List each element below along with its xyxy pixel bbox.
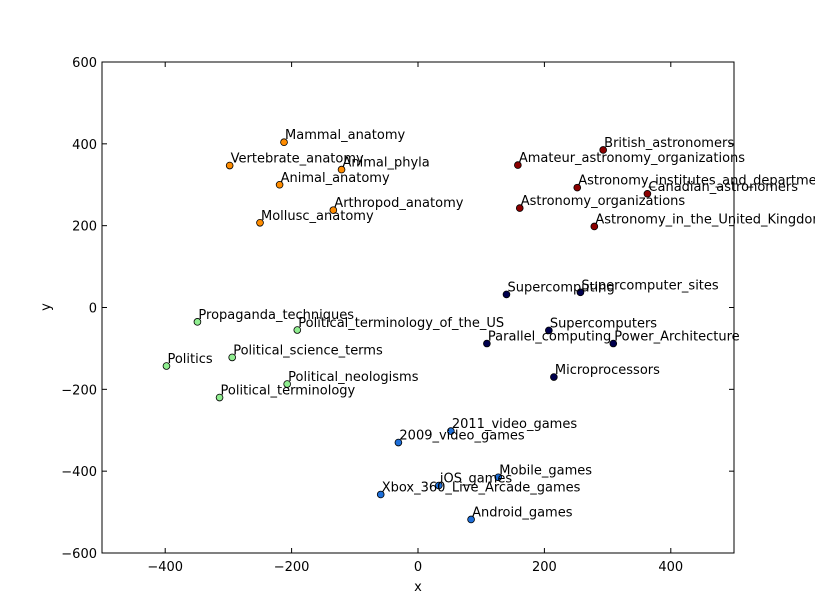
data-point-label: iOS_games [440, 471, 512, 486]
data-point-label: Power_Architecture [614, 330, 739, 345]
data-point-label: Political_terminology [221, 384, 356, 399]
x-tick-label: 400 [658, 560, 683, 575]
data-point-label: Political_terminology_of_the_US [298, 316, 504, 331]
data-point [515, 204, 524, 212]
y-tick-label: −600 [61, 547, 97, 562]
y-tick-label: 200 [72, 220, 97, 235]
data-point [215, 393, 224, 402]
x-tick-label: −200 [274, 560, 310, 575]
data-point-label: Mobile_games [499, 463, 592, 478]
data-point [162, 362, 171, 370]
data-point-label: Animal_anatomy [281, 171, 390, 186]
x-tick-label: 0 [414, 560, 422, 575]
data-point [283, 380, 291, 388]
y-axis: −600 −400 −200 0 200 400 600 [61, 56, 734, 562]
data-point [256, 219, 264, 227]
y-tick-label: −200 [61, 383, 97, 398]
data-point-label: Astronomy_institutes_and_departments [578, 174, 815, 189]
data-point [609, 339, 618, 348]
data-point [643, 189, 652, 198]
data-point-label: Supercomputer_sites [581, 278, 718, 293]
data-point [293, 326, 302, 334]
x-axis-label: x [414, 580, 422, 595]
data-point [193, 318, 202, 326]
data-point [394, 438, 403, 447]
data-point [435, 481, 443, 490]
data-point-label: Supercomputers [550, 316, 657, 331]
data-point-label: Propaganda_techniques [198, 308, 354, 323]
data-point-label: Canadian_astronomers [648, 180, 798, 195]
point-labels: Mammal_anatomy Vertebrate_anatomyAnimal_p… [167, 128, 815, 520]
data-point [275, 180, 284, 189]
data-points [162, 138, 652, 524]
data-point [225, 161, 234, 170]
data-point [599, 146, 607, 154]
data-point [447, 427, 455, 435]
data-point-label: Arthropod_anatomy [334, 196, 463, 211]
data-point-label: Mollusc_anatomy [261, 209, 374, 224]
data-point [467, 515, 475, 524]
y-tick-label: 600 [72, 56, 97, 71]
data-point-label: Parallel_computing [488, 330, 611, 345]
data-point-label: Animal_phyla [343, 156, 430, 171]
y-tick-label: 400 [72, 138, 97, 153]
y-axis-label: y [39, 303, 54, 311]
data-point [573, 183, 582, 192]
data-point [280, 138, 288, 146]
data-point [494, 473, 503, 482]
data-point-label: Supercomputing [507, 280, 614, 295]
data-point-label: Vertebrate_anatomy [231, 152, 364, 167]
y-tick-label: −400 [61, 465, 97, 480]
data-point [483, 339, 491, 348]
data-point [576, 288, 585, 297]
data-point-label: 2009_video_games [399, 429, 524, 444]
data-point-label: Politics [167, 352, 212, 367]
data-point-label: Astronomy_organizations [521, 194, 686, 209]
data-point [514, 161, 522, 169]
data-point-label: Mammal_anatomy [285, 128, 405, 143]
plot-frame [101, 61, 735, 554]
data-point-label: Political_neologisms [288, 370, 419, 385]
data-point-label: Astronomy_in_the_United_Kingdom [595, 212, 815, 227]
y-tick-label: 0 [89, 302, 97, 317]
data-point [550, 373, 558, 381]
data-point-label: Android_games [472, 505, 573, 520]
data-point-label: Political_science_terms [233, 343, 383, 358]
data-point [502, 290, 511, 299]
data-point [590, 222, 599, 231]
data-point-label: Xbox_360_Live_Arcade_games [382, 480, 581, 495]
data-point-label: Microprocessors [555, 363, 660, 378]
x-tick-label: 200 [532, 560, 557, 575]
data-point-label: 2011_video_games [452, 417, 577, 432]
data-point [228, 353, 236, 362]
x-tick-label: −400 [147, 560, 183, 575]
data-point [376, 490, 385, 499]
data-point-label: Amateur_astronomy_organizations [519, 151, 745, 166]
data-point-label: British_astronomers [604, 136, 734, 151]
data-point [337, 165, 346, 174]
x-axis: −400 −200 0 200 400 [147, 62, 683, 575]
data-point [545, 326, 553, 335]
data-point [329, 206, 338, 214]
